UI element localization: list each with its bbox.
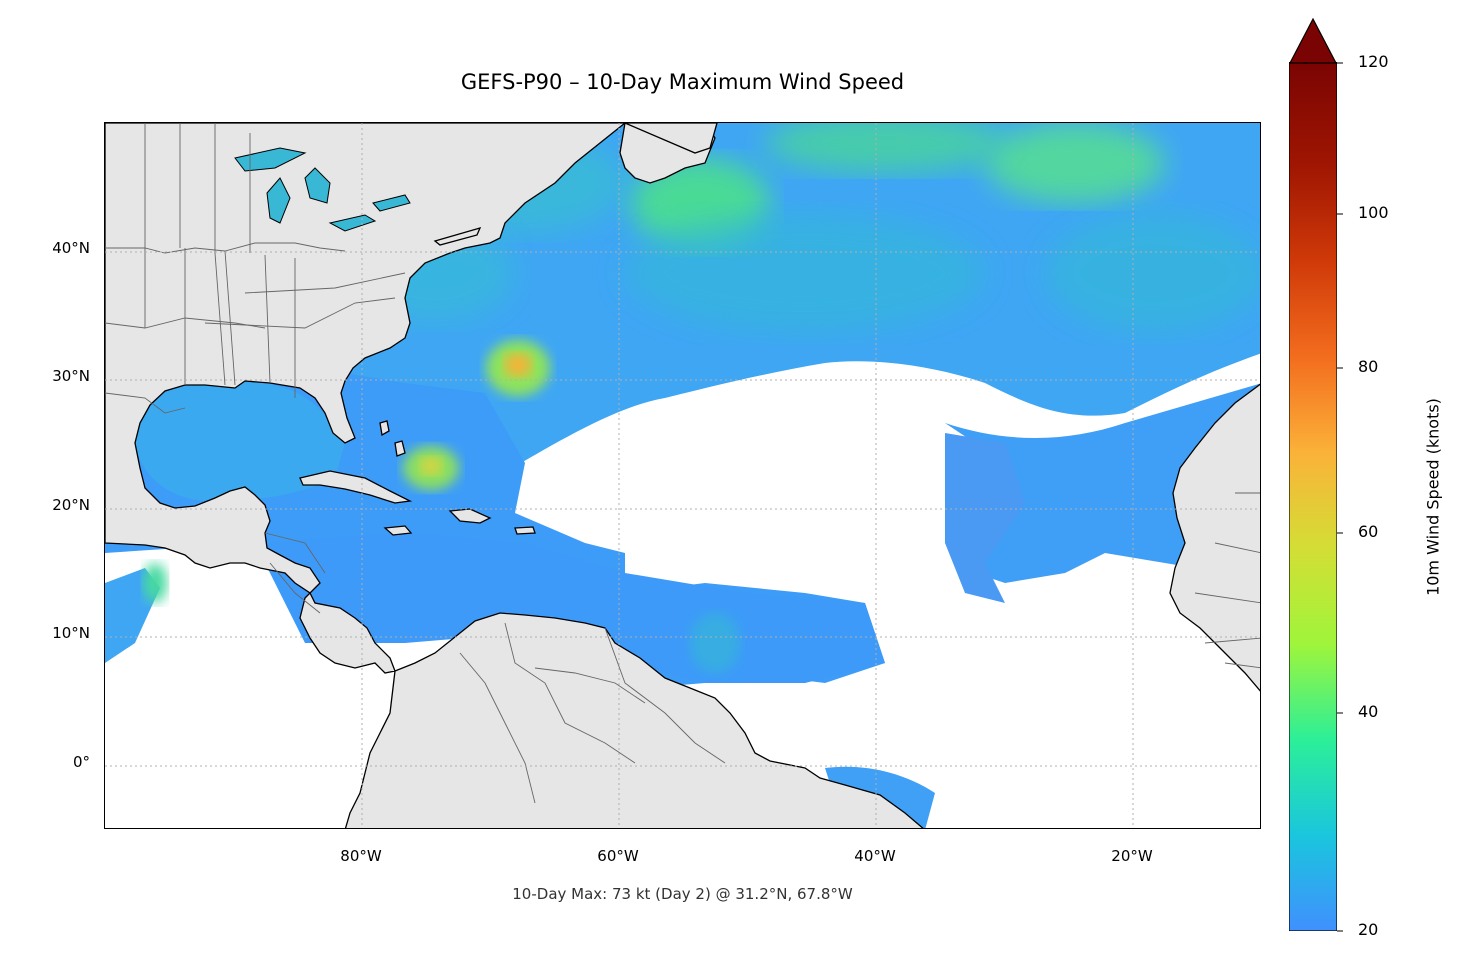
- max-wind-annotation: 10-Day Max: 73 kt (Day 2) @ 31.2°N, 67.8…: [512, 885, 853, 903]
- greenland-tip: [624, 123, 718, 154]
- lat-tick-10n: 10°N: [52, 624, 90, 642]
- colorbar-tick-100: 100: [1358, 203, 1389, 222]
- colorbar-tick-60: 60: [1358, 522, 1379, 541]
- wind-field-gulf: [135, 380, 345, 502]
- wind-field: [105, 123, 1260, 828]
- colorbar-tick-120: 120: [1358, 52, 1389, 71]
- bahamas-2: [394, 440, 406, 457]
- lat-tick-40n: 40°N: [52, 239, 90, 257]
- lon-tick-40w: 40°W: [854, 847, 896, 865]
- africa-land: [1169, 383, 1260, 692]
- land: [105, 123, 1260, 828]
- jamaica: [383, 525, 413, 536]
- colorbar-gradient: [1289, 62, 1337, 931]
- great-lakes: [234, 147, 411, 232]
- cuba: [299, 470, 413, 504]
- long-island: [433, 226, 482, 246]
- lat-tick-0: 0°: [72, 753, 90, 771]
- north-america-land: [105, 123, 627, 674]
- borders: [105, 123, 1260, 804]
- colorbar-extend-max-icon: [1289, 18, 1337, 64]
- puerto-rico: [514, 526, 536, 535]
- bahamas: [379, 420, 390, 437]
- lat-tick-30n: 30°N: [52, 367, 90, 385]
- lon-tick-80w: 80°W: [340, 847, 382, 865]
- colorbar-label: 10m Wind Speed (knots): [1423, 398, 1443, 596]
- map-canvas: [105, 123, 1260, 828]
- wind-field-patches: [945, 433, 1025, 603]
- map-title: GEFS-P90 – 10-Day Maximum Wind Speed: [460, 70, 905, 94]
- colorbar-tick-20: 20: [1358, 920, 1379, 939]
- colorbar-tick-marks: [1337, 62, 1343, 932]
- lon-tick-20w: 20°W: [1111, 847, 1153, 865]
- colorbar-tick-80: 80: [1358, 357, 1379, 376]
- colorbar: [1289, 62, 1337, 931]
- lat-tick-20n: 20°N: [52, 496, 90, 514]
- colorbar-tick-40: 40: [1358, 702, 1379, 721]
- south-america-land: [344, 612, 924, 828]
- lon-tick-60w: 60°W: [597, 847, 639, 865]
- wind-speed-map: [104, 122, 1261, 829]
